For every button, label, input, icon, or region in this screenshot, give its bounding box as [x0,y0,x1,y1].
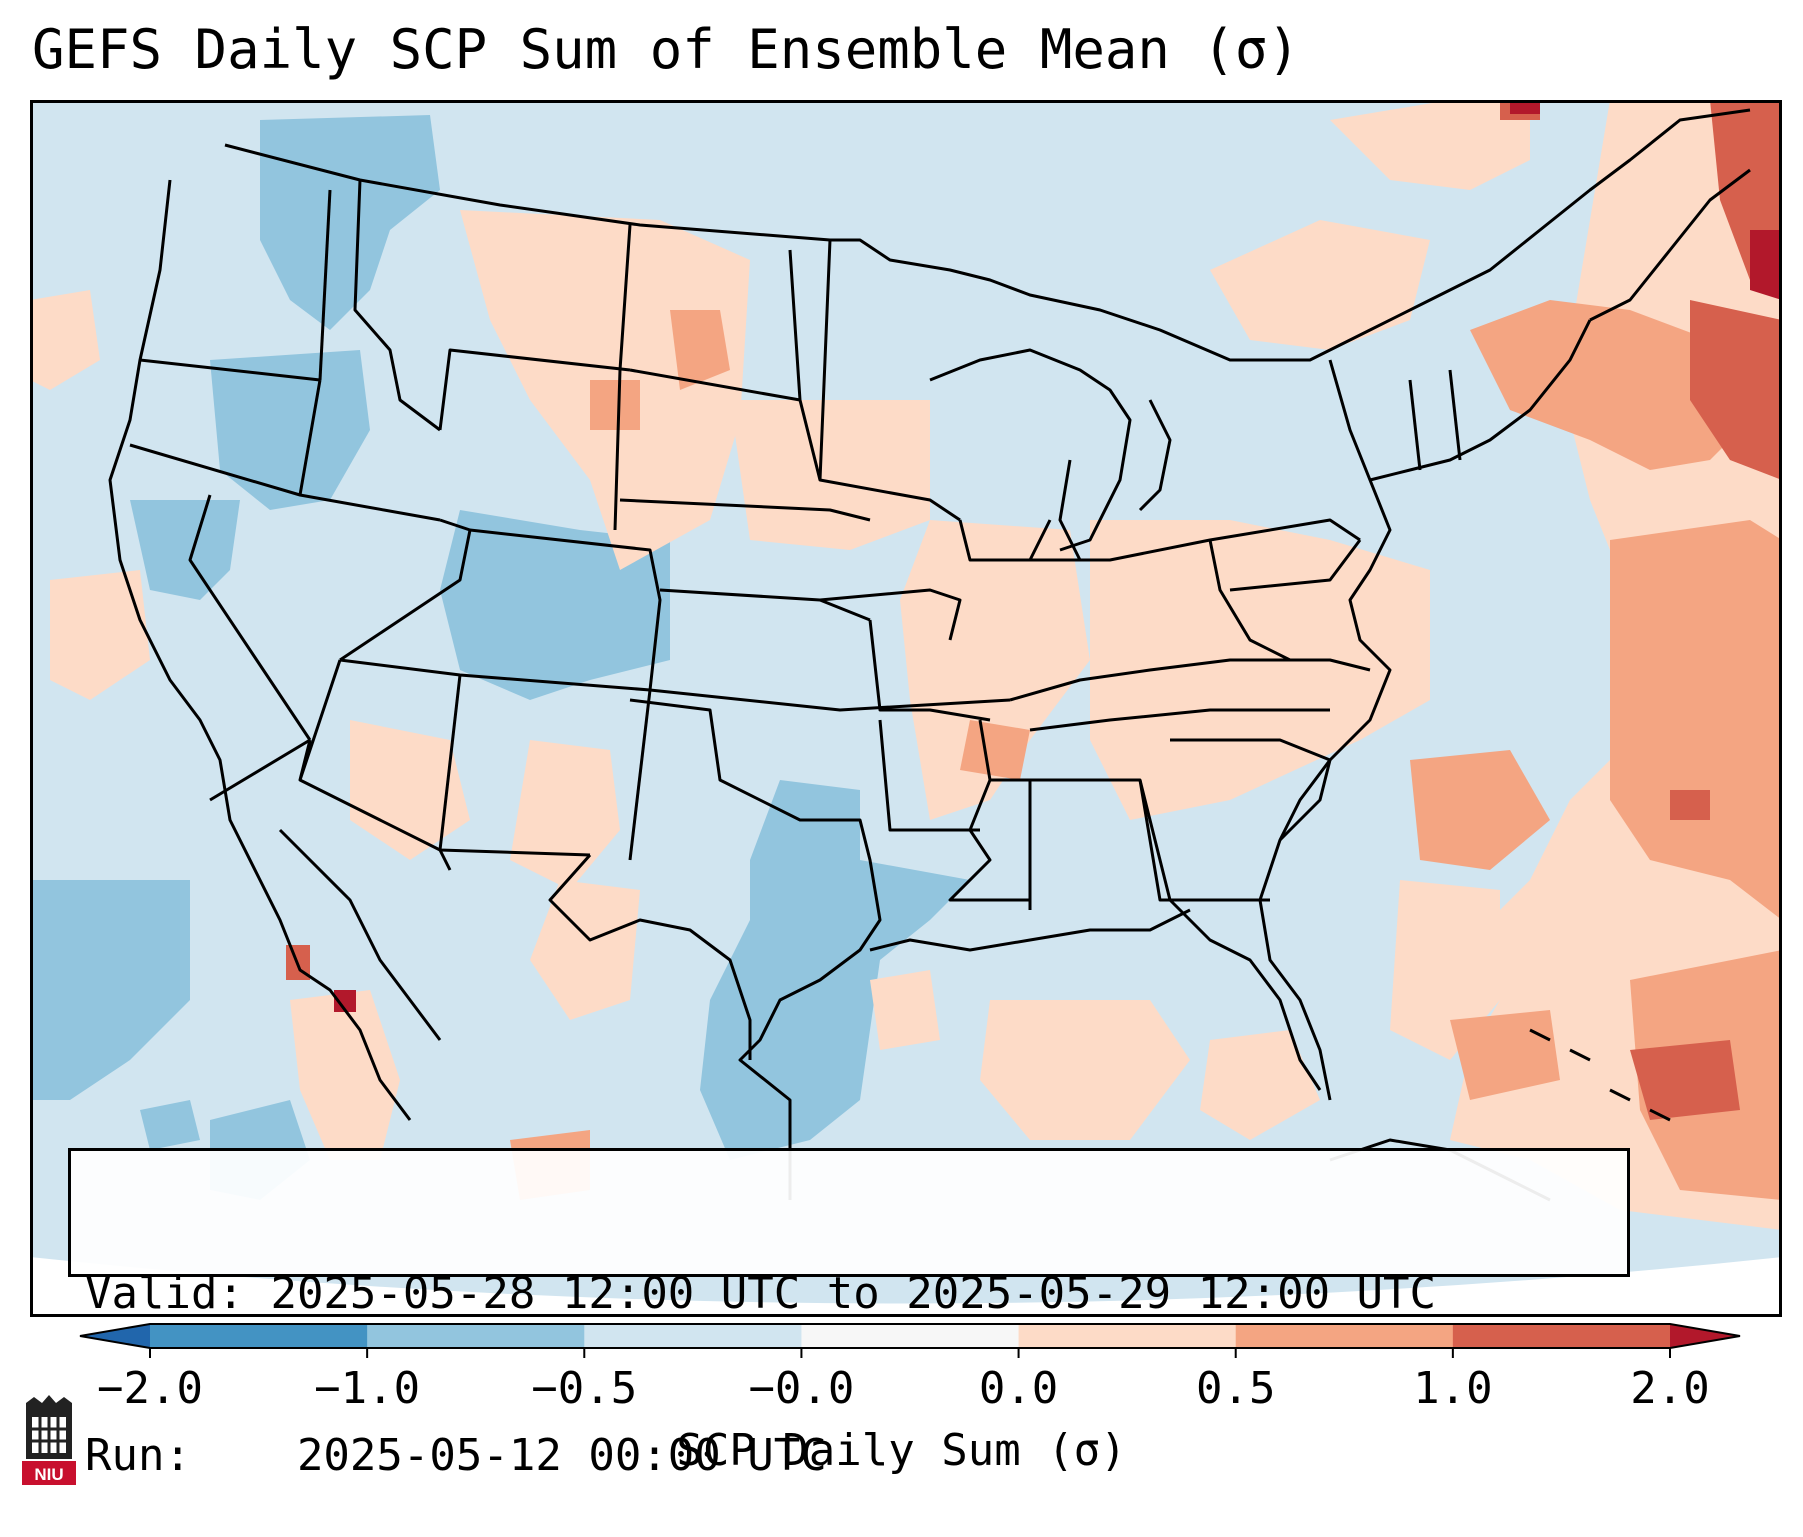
colorbar-tick-label: −0.5 [531,1363,638,1414]
colorbar-over-extend [1670,1324,1740,1348]
state-and-coast-boundaries [108,108,1751,1202]
logo-text: NIU [34,1465,63,1484]
colorbar-bin [584,1324,802,1348]
valid-label: Valid: [85,1268,244,1319]
run-line: Run: 2025-05-12 00:00 UTC [85,1429,1613,1483]
extreme-positive-cells [334,100,1782,1012]
colorbar-bin [1018,1324,1237,1348]
valid-line: Valid: 2025-05-28 12:00 UTC to 2025-05-2… [85,1267,1613,1321]
niu-logo: NIU [22,1395,76,1485]
map-panel [30,100,1782,1317]
colorbar-bin [1452,1324,1671,1348]
colorbar-tick-label: 2.0 [1630,1363,1710,1414]
map-title: GEFS Daily SCP Sum of Ensemble Mean (σ) [32,18,1300,81]
colorbar-bin [150,1324,368,1348]
colorbar-bin [367,1324,585,1348]
colorbar-tick-label: −0.0 [748,1363,855,1414]
colorbar-tick-label: 0.0 [978,1363,1059,1414]
colorbar-tick-label: 0.5 [1195,1363,1276,1414]
strong-positive-regions [510,300,1782,1200]
projection-edge [30,1257,1782,1317]
colorbar-bin [1235,1324,1454,1348]
colorbar-label: SCP Daily Sum (σ) [676,1425,1127,1476]
colorbar-bin [801,1324,1020,1348]
valid-value: 2025-05-28 12:00 UTC to 2025-05-29 12:00… [270,1268,1437,1319]
colorbar-tick-label: −1.0 [314,1363,421,1414]
valid-run-info-box: Valid: 2025-05-28 12:00 UTC to 2025-05-2… [68,1148,1630,1481]
colorbar [79,1323,1741,1358]
scp-map [30,100,1782,1317]
run-label: Run: [85,1430,191,1481]
colorbar-under-extend [80,1324,150,1348]
run-value: 2025-05-12 00:00 UTC [296,1430,827,1481]
colorbar-tick-label: 1.0 [1413,1363,1493,1414]
map-frame [30,100,1782,1317]
colorbar-tick-label: −2.0 [97,1363,203,1414]
